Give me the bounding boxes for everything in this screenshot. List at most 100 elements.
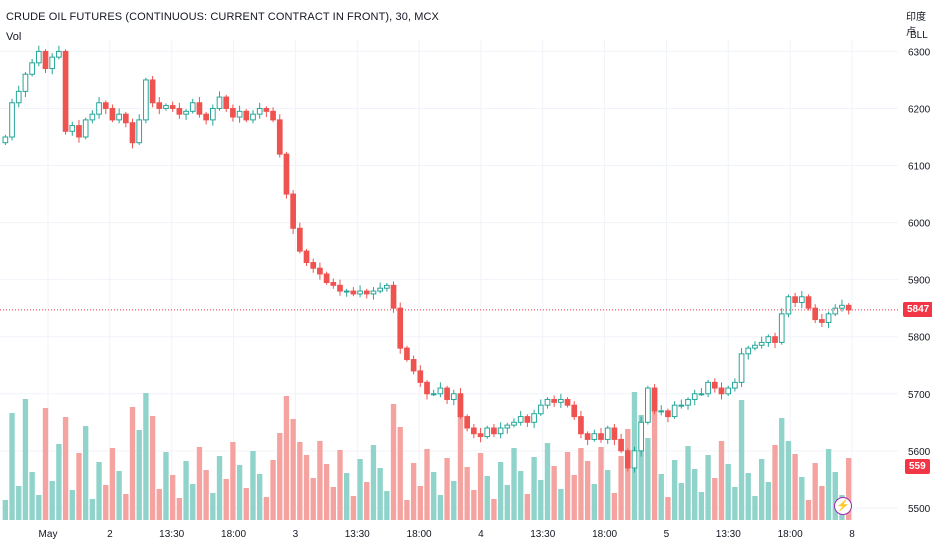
candle-body (203, 113, 209, 121)
candle-body (778, 313, 785, 343)
candle-body (263, 107, 270, 112)
candle-body (611, 427, 618, 440)
volume-bar (692, 469, 698, 520)
volume-bar (283, 396, 290, 520)
volume-bar (390, 404, 397, 520)
volume-bar (424, 449, 430, 520)
volume-bar (42, 408, 49, 520)
candle-body (477, 433, 484, 438)
volume-bar (210, 493, 216, 520)
volume-bar (417, 486, 423, 520)
lightning-icon[interactable]: ⚡ (834, 497, 852, 515)
volume-bar (444, 458, 450, 520)
candle-body (618, 438, 624, 452)
candle-body (323, 273, 330, 283)
volume-bar (303, 455, 310, 520)
candle-body (163, 105, 169, 109)
volume-bar (69, 490, 75, 520)
volume-bar (712, 478, 718, 520)
volume-bar (745, 473, 751, 520)
candle-body (270, 110, 276, 121)
x-tick-label: 18:00 (221, 529, 246, 540)
volume-bar (163, 452, 169, 520)
volume-bar (484, 476, 490, 520)
volume-bar (625, 429, 631, 520)
y-tick-label: 6300 (908, 47, 931, 58)
x-tick-label: 13:30 (716, 529, 741, 540)
candle-body (624, 450, 631, 469)
volume-bar (216, 456, 223, 520)
volume-bar (250, 451, 256, 520)
volume-bar (584, 461, 591, 520)
unit-label: BLL (910, 30, 928, 41)
volume-bars (2, 392, 852, 520)
candle-body (511, 421, 517, 426)
x-tick-label: May (39, 529, 58, 540)
candle-body (758, 341, 765, 346)
volume-bar (203, 470, 209, 520)
volume-bar (56, 444, 62, 520)
y-tick-label: 6000 (908, 219, 931, 230)
volume-bar (571, 475, 577, 520)
volume-bar (2, 500, 9, 520)
candle-body (792, 296, 798, 303)
candle-body (2, 136, 9, 144)
x-axis: May 2 13:30 18:00 3 13:30 18:00 4 13:30 18:00 5 13:… (39, 529, 856, 540)
candle-body (56, 50, 62, 58)
volume-bar (330, 487, 336, 520)
candle-body (491, 427, 497, 435)
volume-bar (718, 441, 725, 520)
candle-body (310, 262, 317, 269)
volume-bar (538, 480, 544, 520)
volume-bar (705, 455, 711, 520)
candle-body (504, 424, 511, 429)
volume-bar (645, 438, 651, 520)
volume-bar (511, 448, 517, 520)
candle-body (82, 119, 89, 138)
y-tick-label: 5600 (908, 447, 931, 458)
candle-body (209, 107, 216, 121)
candle-body (410, 359, 417, 372)
volume-bar (531, 457, 537, 520)
volume-bar (752, 496, 758, 520)
volume-bar (785, 441, 792, 520)
y-tick-label: 6200 (908, 104, 931, 115)
candle-body (665, 410, 671, 418)
volume-bar (779, 418, 785, 520)
volume-bar (236, 465, 243, 520)
currency-label: 印度卢 (906, 12, 926, 38)
candle-body (404, 347, 410, 361)
candle-body (524, 416, 531, 423)
x-tick-label: 5 (664, 529, 670, 540)
candle-body (845, 304, 852, 311)
volume-bar (618, 456, 624, 520)
volume-bar (638, 415, 644, 520)
candle-body (102, 102, 109, 109)
volume-bar (22, 399, 29, 520)
volume-bar (518, 471, 524, 520)
candle-body (243, 110, 250, 121)
candle-body (651, 387, 658, 412)
candle-body (544, 398, 551, 406)
y-axis: 6300 6200 6100 6000 5900 5800 5700 5600 5500 (908, 47, 931, 514)
candle-body (149, 79, 156, 104)
candle-body (156, 102, 163, 109)
candle-body (29, 62, 35, 75)
volume-bar (297, 442, 303, 520)
x-tick-label: 18:00 (778, 529, 803, 540)
candle-body (578, 416, 584, 435)
candle-body (832, 307, 839, 315)
candle-body (370, 290, 377, 295)
candle-body (42, 50, 49, 70)
candle-body (732, 381, 738, 389)
candle-body (464, 416, 471, 429)
volume-bar (471, 490, 477, 520)
volume-bar (230, 442, 236, 520)
y-tick-label: 6100 (908, 162, 931, 173)
candle-body (35, 50, 42, 64)
volume-bar (792, 454, 798, 520)
candle-body (343, 290, 350, 293)
candle-body (290, 193, 296, 229)
candle-body (698, 393, 705, 396)
